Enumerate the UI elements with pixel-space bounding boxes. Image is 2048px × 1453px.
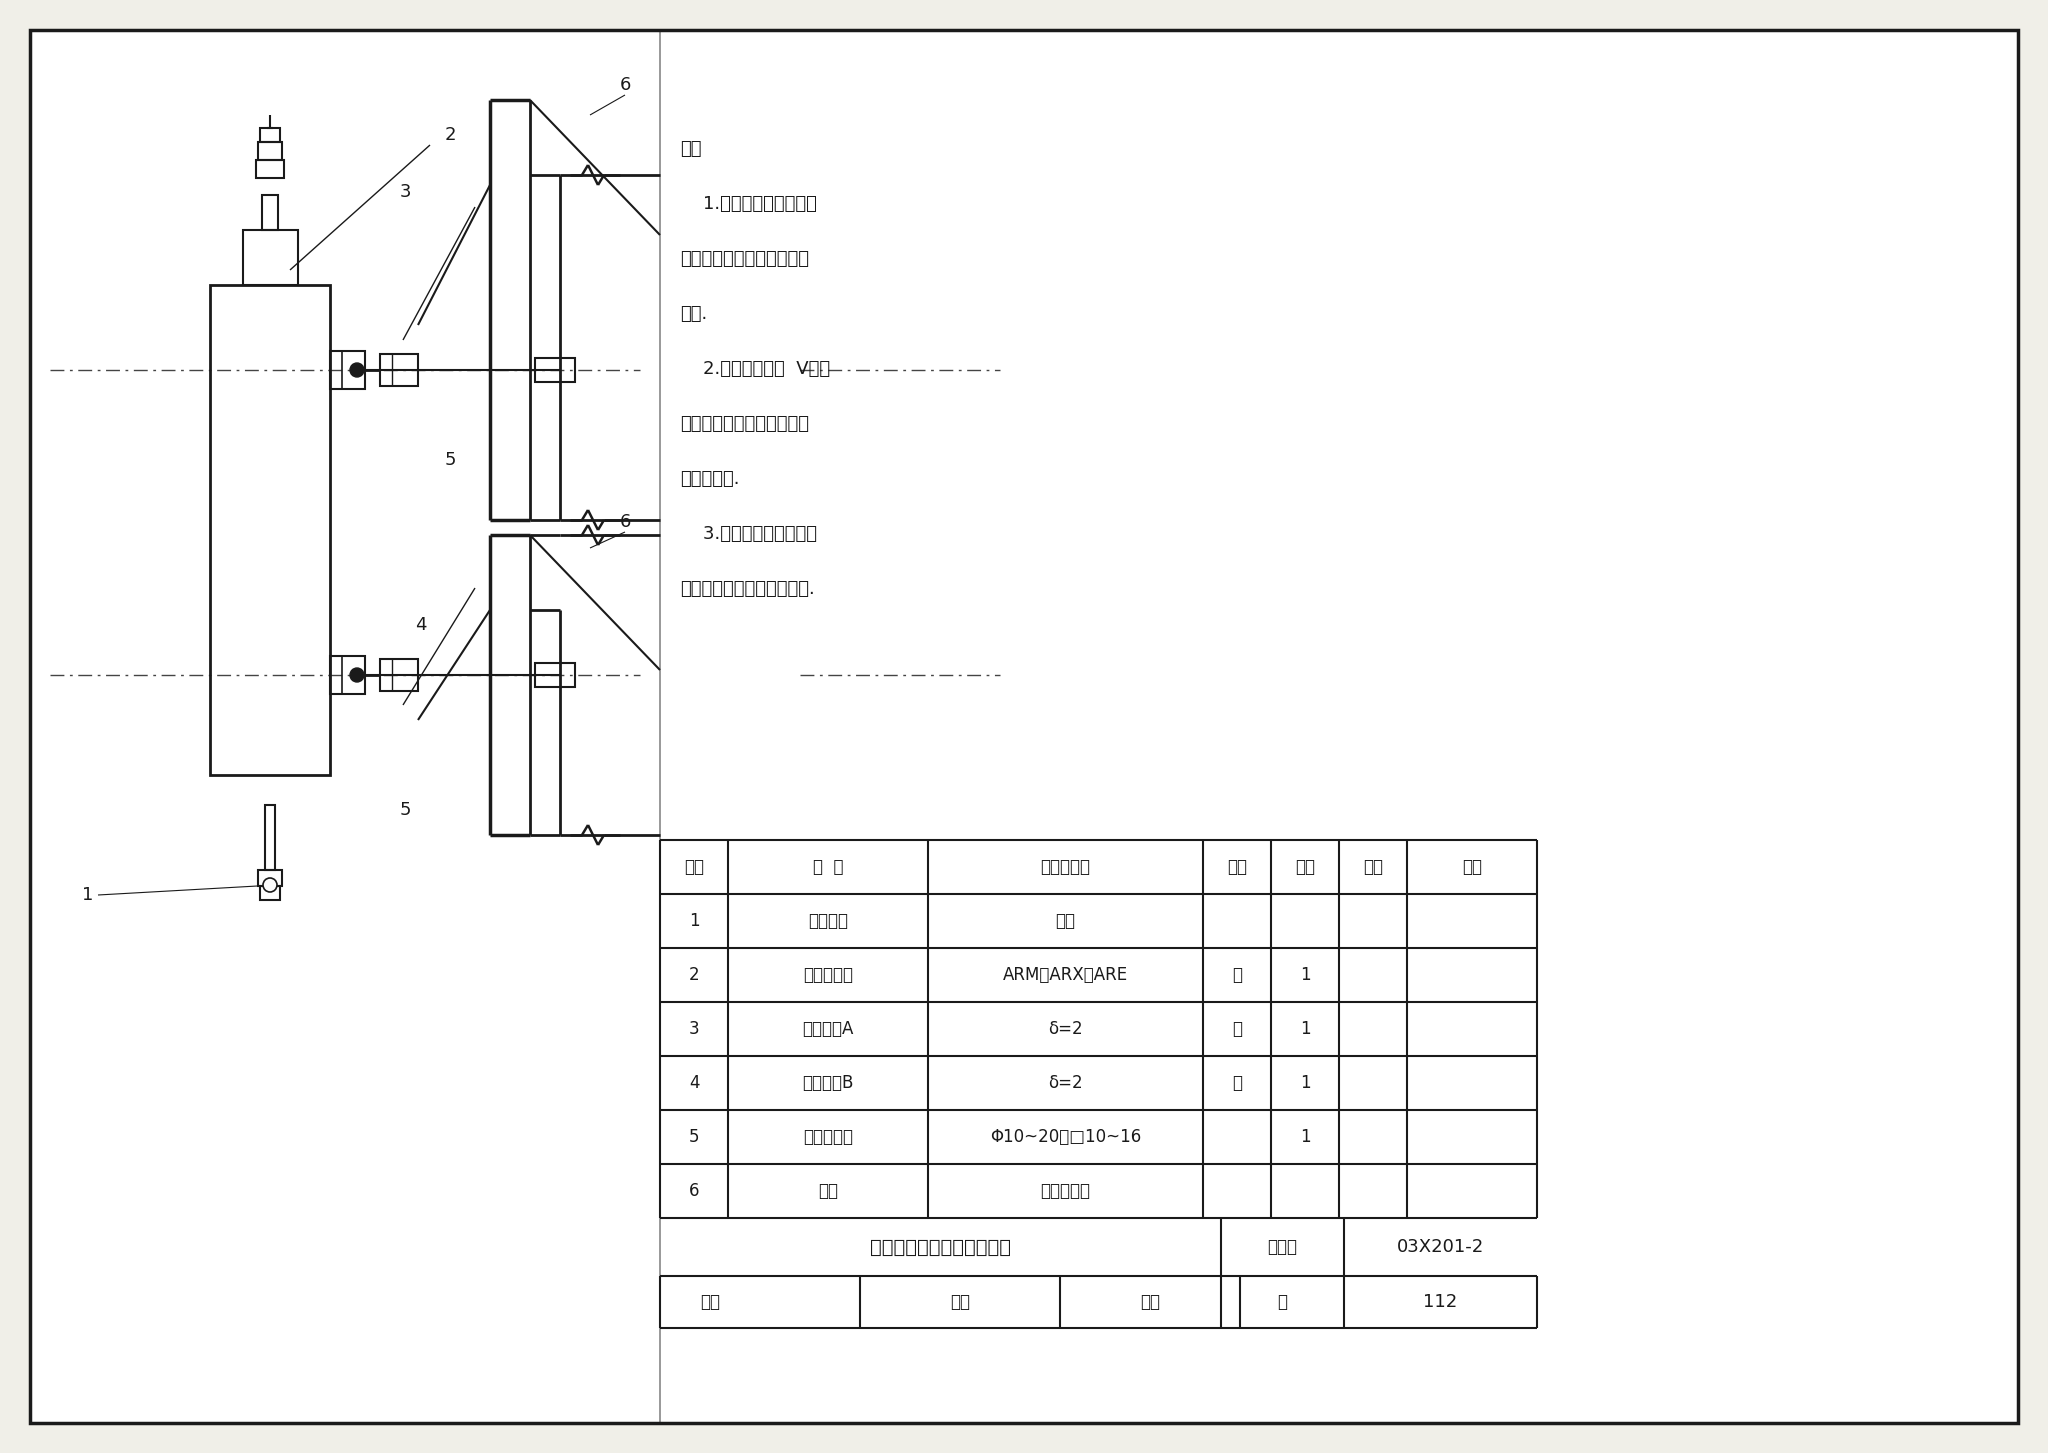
Text: 序号: 序号	[684, 859, 705, 876]
Bar	[330, 352, 365, 389]
Bar	[256, 160, 285, 179]
Text: 个: 个	[1233, 1074, 1241, 1093]
Text: 型号、规格: 型号、规格	[1040, 859, 1090, 876]
Text: 1.应按风阀制造厂家的: 1.应按风阀制造厂家的	[680, 195, 817, 214]
Text: 类型.: 类型.	[680, 305, 707, 323]
Text: 页: 页	[1278, 1293, 1288, 1311]
Text: 旋转风门执行器安装（三）: 旋转风门执行器安装（三）	[870, 1238, 1012, 1257]
Bar	[330, 655, 365, 695]
Bar	[381, 355, 418, 386]
Text: 套: 套	[1233, 966, 1241, 984]
Text: 页次: 页次	[1364, 859, 1382, 876]
Text: ARM、ARX、ARE: ARM、ARX、ARE	[1004, 966, 1128, 984]
Text: 图集号: 图集号	[1268, 1238, 1298, 1255]
Text: 2: 2	[688, 966, 698, 984]
Text: 5: 5	[399, 801, 412, 819]
Bar	[535, 357, 575, 382]
Bar	[260, 128, 281, 142]
Text: δ=2: δ=2	[1049, 1074, 1083, 1093]
Text: 备注: 备注	[1462, 859, 1483, 876]
Bar	[262, 195, 279, 230]
Text: 1: 1	[1300, 1020, 1311, 1037]
Text: 2.执行器是通过  V形万: 2.执行器是通过 V形万	[680, 360, 829, 378]
Text: 3: 3	[688, 1020, 698, 1037]
Text: 4: 4	[416, 616, 426, 634]
Text: 审核: 审核	[700, 1293, 721, 1311]
Circle shape	[350, 363, 365, 376]
Text: 1: 1	[1300, 966, 1311, 984]
Text: 1: 1	[1300, 1128, 1311, 1146]
Text: 固定螺栓: 固定螺栓	[809, 912, 848, 930]
Text: 3.通过固定支架安装在: 3.通过固定支架安装在	[680, 525, 817, 543]
Text: 风阀执行器: 风阀执行器	[803, 966, 854, 984]
Text: 4: 4	[688, 1074, 698, 1093]
Text: 5: 5	[688, 1128, 698, 1146]
Bar	[258, 870, 283, 886]
Text: 单位: 单位	[1227, 859, 1247, 876]
Bar	[264, 805, 274, 870]
Text: 风阀: 风阀	[817, 1181, 838, 1200]
Text: 配套: 配套	[1055, 912, 1075, 930]
Text: 风阀驱动轴: 风阀驱动轴	[803, 1128, 854, 1146]
Text: 注：: 注：	[680, 139, 702, 158]
Text: 技术要求选择执行器的规格: 技术要求选择执行器的规格	[680, 250, 809, 267]
Bar	[381, 660, 418, 692]
Text: 1: 1	[688, 912, 698, 930]
Circle shape	[262, 878, 276, 892]
Text: 个: 个	[1233, 1020, 1241, 1037]
Circle shape	[350, 668, 365, 681]
Text: 5: 5	[444, 450, 457, 469]
Text: 校对: 校对	[950, 1293, 971, 1311]
Text: 数量: 数量	[1294, 859, 1315, 876]
Bar	[211, 285, 330, 774]
Text: 固定支架A: 固定支架A	[803, 1020, 854, 1037]
Text: 1: 1	[1300, 1074, 1311, 1093]
Text: δ=2: δ=2	[1049, 1020, 1083, 1037]
Text: 见工程设计: 见工程设计	[1040, 1181, 1090, 1200]
Bar	[535, 663, 575, 687]
Bar	[260, 886, 281, 899]
Text: 6: 6	[618, 76, 631, 94]
Text: 2: 2	[444, 126, 457, 144]
Text: 03X201-2: 03X201-2	[1397, 1238, 1485, 1255]
Bar	[242, 230, 297, 285]
Text: 的驱动轴上.: 的驱动轴上.	[680, 469, 739, 488]
Text: 3: 3	[399, 183, 412, 201]
Text: Φ10~20、□10~16: Φ10~20、□10~16	[989, 1128, 1141, 1146]
Text: 名  称: 名 称	[813, 859, 844, 876]
Text: 风阀上防止执行器横向运动.: 风阀上防止执行器横向运动.	[680, 580, 815, 599]
Text: 设计: 设计	[1141, 1293, 1159, 1311]
Text: 6: 6	[688, 1181, 698, 1200]
Text: 固定支架B: 固定支架B	[803, 1074, 854, 1093]
Text: 1: 1	[82, 886, 94, 904]
Text: 能夹持器直接安装在风阀的: 能夹持器直接安装在风阀的	[680, 416, 809, 433]
Text: 6: 6	[618, 513, 631, 530]
Text: 112: 112	[1423, 1293, 1458, 1311]
Bar	[258, 142, 283, 160]
